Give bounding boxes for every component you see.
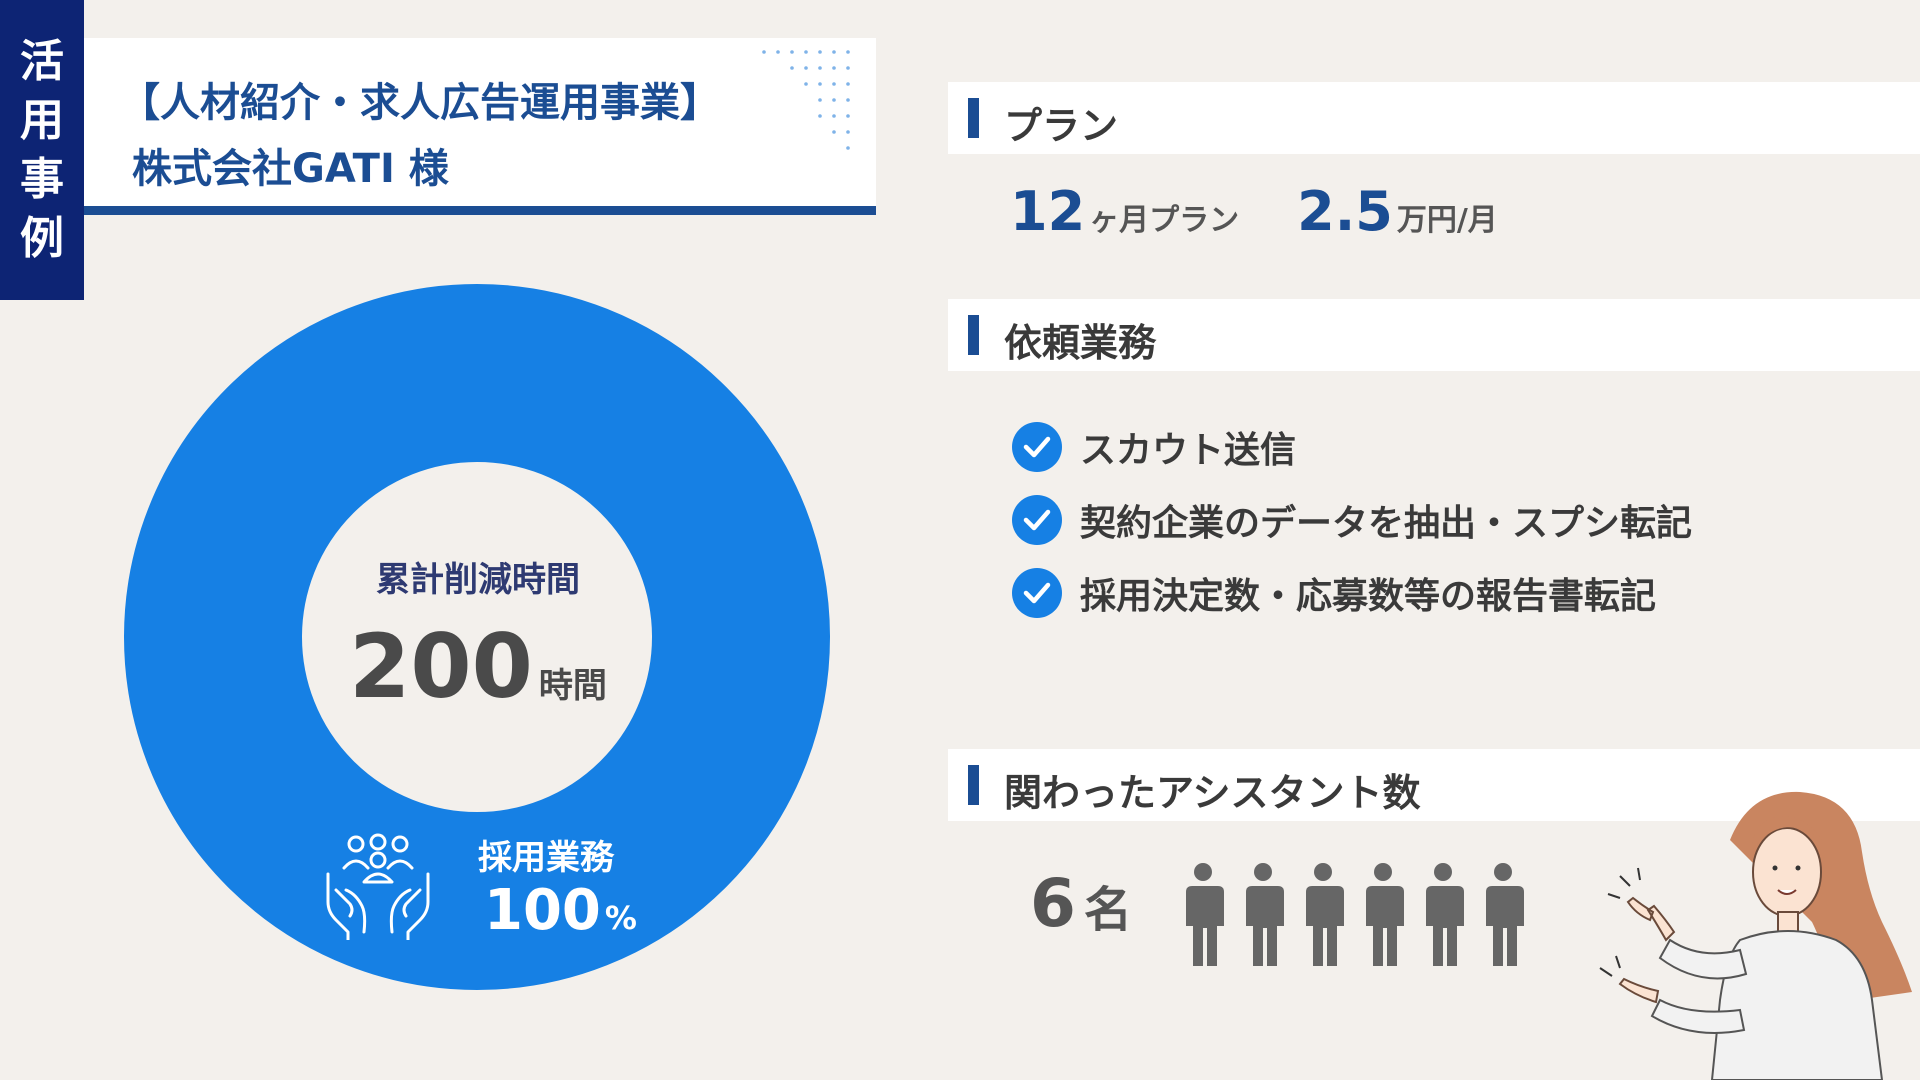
case-study-tag: 活 用 事 例 bbox=[0, 0, 84, 300]
saved-hours-unit: 時間 bbox=[538, 666, 607, 706]
tasks-heading: 依頼業務 bbox=[1004, 321, 1157, 365]
segment-value: 100% bbox=[484, 878, 637, 943]
tag-char: 事 bbox=[20, 154, 64, 205]
pointing-woman-illustration bbox=[1599, 791, 1912, 1080]
plan-months-suffix: ヶ月プラン bbox=[1089, 203, 1240, 238]
plan-price: 2.5 bbox=[1297, 180, 1393, 243]
tasks-section-header: 依頼業務 bbox=[948, 299, 1920, 371]
segment-percent-number: 100 bbox=[484, 878, 601, 943]
person-icon bbox=[1366, 863, 1404, 966]
section-marker bbox=[968, 98, 979, 138]
tag-char: 例 bbox=[20, 213, 64, 264]
task-text: 契約企業のデータを抽出・スプシ転記 bbox=[1080, 502, 1693, 544]
donut-chart bbox=[124, 284, 830, 990]
decorative-dots bbox=[762, 50, 850, 150]
company-name: 株式会社GATI 様 bbox=[132, 146, 449, 192]
check-icon bbox=[1012, 421, 1062, 472]
center-value: 200 時間 bbox=[300, 615, 656, 718]
check-icon bbox=[1012, 567, 1062, 618]
segment-percent-unit: % bbox=[604, 899, 637, 937]
task-text: 採用決定数・応募数等の報告書転記 bbox=[1080, 575, 1657, 617]
person-icon bbox=[1426, 863, 1464, 966]
assistant-count-unit: 名 bbox=[1083, 882, 1132, 938]
plan-details: 12 ヶ月プラン 2.5 万円/月 bbox=[1010, 180, 1498, 260]
header-title: 【人材紹介・求人広告運用事業】 bbox=[120, 80, 720, 126]
people-in-hands-icon bbox=[326, 833, 430, 940]
plan-price-suffix: 万円/月 bbox=[1396, 203, 1498, 238]
person-icon bbox=[1246, 863, 1284, 966]
center-label: 累計削減時間 bbox=[376, 560, 580, 600]
header-card: 【人材紹介・求人広告運用事業】 株式会社GATI 様 bbox=[84, 38, 876, 215]
check-icon bbox=[1012, 494, 1062, 545]
person-icon bbox=[1486, 863, 1524, 966]
plan-heading: プラン bbox=[1004, 104, 1119, 148]
assistant-count-number: 6 bbox=[1030, 865, 1076, 942]
list-item: 契約企業のデータを抽出・スプシ転記 bbox=[1012, 483, 1692, 556]
task-text: スカウト送信 bbox=[1080, 429, 1297, 471]
plan-section-header: プラン bbox=[948, 82, 1920, 154]
person-icon bbox=[1306, 863, 1344, 966]
assistant-people-icons bbox=[1180, 862, 1526, 968]
person-icon bbox=[1186, 863, 1224, 966]
tag-char: 用 bbox=[20, 95, 64, 146]
section-marker bbox=[968, 315, 979, 355]
donut-segment-saiyou bbox=[124, 284, 830, 990]
plan-months: 12 bbox=[1010, 180, 1086, 243]
list-item: スカウト送信 bbox=[1012, 410, 1692, 483]
assistants-heading: 関わったアシスタント数 bbox=[1004, 771, 1421, 815]
tag-char: 活 bbox=[20, 36, 64, 87]
saved-hours-number: 200 bbox=[349, 615, 533, 718]
segment-label: 採用業務 bbox=[478, 838, 614, 878]
list-item: 採用決定数・応募数等の報告書転記 bbox=[1012, 556, 1692, 629]
task-list: スカウト送信 契約企業のデータを抽出・スプシ転記 採用決定数・応募数等の報告書転… bbox=[1012, 410, 1692, 629]
section-marker bbox=[968, 765, 979, 805]
